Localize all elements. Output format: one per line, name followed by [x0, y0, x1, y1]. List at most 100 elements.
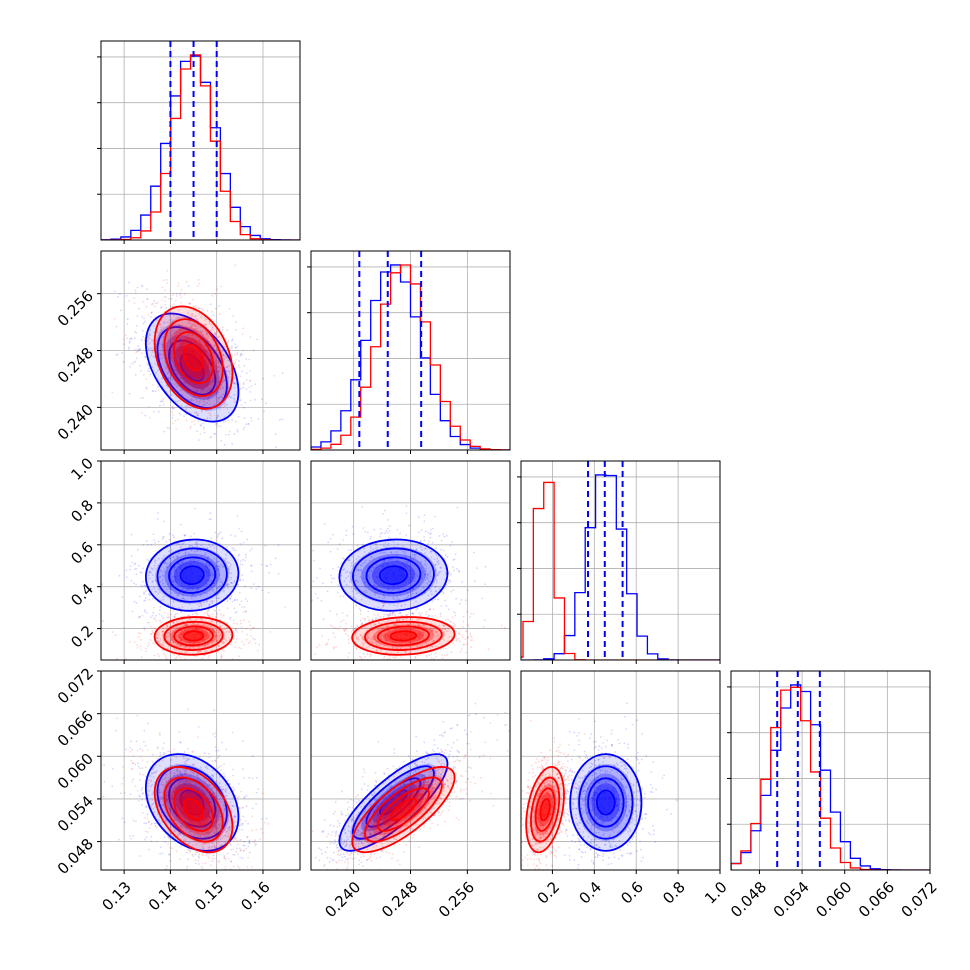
- scatter-point: [176, 555, 178, 557]
- scatter-point: [399, 612, 402, 614]
- scatter-point: [428, 628, 431, 630]
- scatter-point: [217, 335, 220, 338]
- scatter-point: [349, 572, 351, 575]
- scatter-point: [221, 640, 224, 643]
- scatter-point: [460, 648, 463, 650]
- scatter-point: [217, 396, 220, 399]
- scatter-point: [143, 320, 146, 323]
- scatter-point: [198, 601, 201, 604]
- scatter-point: [207, 381, 210, 383]
- scatter-point: [192, 453, 194, 455]
- scatter-point: [204, 393, 206, 396]
- scatter-point: [437, 563, 440, 565]
- scatter-point: [148, 848, 151, 851]
- scatter-point: [167, 562, 169, 564]
- scatter-point: [157, 640, 159, 643]
- scatter-point: [146, 298, 149, 300]
- scatter-point: [198, 815, 201, 818]
- scatter-point: [359, 664, 361, 666]
- scatter-point: [361, 564, 363, 567]
- scatter-point: [185, 646, 187, 649]
- scatter-point: [353, 588, 355, 590]
- scatter-point: [205, 372, 208, 374]
- scatter-point: [162, 354, 165, 357]
- scatter-point: [429, 575, 432, 578]
- scatter-point: [387, 545, 389, 547]
- scatter-point: [191, 334, 194, 336]
- scatter-point: [356, 625, 359, 627]
- scatter-point: [216, 377, 219, 380]
- scatter-point: [203, 644, 206, 646]
- scatter-point: [179, 879, 181, 881]
- scatter-point: [211, 641, 213, 644]
- scatter-point: [384, 576, 387, 578]
- scatter-point: [166, 282, 169, 285]
- scatter-point: [387, 614, 390, 617]
- scatter-point: [249, 549, 251, 552]
- scatter-point: [155, 619, 158, 622]
- scatter-point: [351, 525, 354, 528]
- scatter-point: [149, 329, 152, 331]
- scatter-point: [161, 574, 164, 577]
- scatter-point: [160, 400, 162, 403]
- scatter-point: [187, 791, 189, 794]
- scatter-point: [197, 396, 200, 399]
- scatter-point: [205, 834, 208, 837]
- scatter-point: [401, 614, 404, 617]
- scatter-point: [389, 558, 392, 561]
- scatter-point: [205, 625, 208, 628]
- scatter-point: [256, 649, 259, 652]
- scatter-point: [178, 362, 180, 365]
- scatter-point: [248, 386, 251, 388]
- scatter-point: [218, 645, 220, 647]
- scatter-point: [143, 343, 146, 345]
- scatter-point: [425, 641, 427, 643]
- scatter-point: [248, 380, 251, 382]
- scatter-point: [186, 624, 188, 627]
- scatter-point: [235, 627, 237, 630]
- scatter-point: [406, 591, 409, 594]
- scatter-point: [360, 656, 362, 659]
- scatter-point: [424, 559, 427, 562]
- scatter-point: [196, 613, 199, 616]
- scatter-point: [204, 766, 207, 769]
- scatter-point: [184, 552, 187, 555]
- scatter-point: [193, 374, 196, 377]
- scatter-point: [152, 642, 155, 645]
- scatter-point: [135, 740, 138, 743]
- scatter-point: [133, 641, 136, 643]
- scatter-point: [401, 637, 403, 639]
- scatter-point: [314, 592, 317, 595]
- scatter-point: [153, 822, 156, 825]
- scatter-point: [430, 556, 433, 559]
- scatter-point: [428, 654, 431, 657]
- scatter-point: [238, 364, 240, 367]
- scatter-point: [371, 626, 373, 628]
- scatter-point: [185, 760, 188, 762]
- contour-line-1: [163, 620, 224, 651]
- scatter-point: [184, 651, 187, 653]
- scatter-point: [175, 581, 178, 584]
- scatter-point: [382, 593, 385, 596]
- scatter-point: [393, 573, 396, 576]
- scatter-point: [374, 638, 377, 640]
- scatter-point: [369, 537, 372, 540]
- scatter-point: [213, 381, 216, 384]
- scatter-point: [416, 618, 418, 621]
- scatter-point: [437, 561, 440, 564]
- scatter-point: [205, 410, 208, 412]
- scatter-point: [374, 593, 377, 596]
- scatter-point: [185, 316, 188, 319]
- scatter-point: [179, 644, 182, 647]
- scatter-point: [193, 834, 196, 836]
- scatter-point: [225, 546, 228, 548]
- scatter-point: [151, 614, 154, 617]
- scatter-point: [405, 632, 408, 635]
- scatter-point: [97, 772, 99, 774]
- scatter-point: [199, 641, 202, 644]
- scatter-point: [140, 285, 143, 287]
- scatter-point: [182, 597, 184, 600]
- scatter-point: [200, 345, 203, 347]
- scatter-point: [247, 423, 250, 425]
- scatter-point: [386, 626, 389, 628]
